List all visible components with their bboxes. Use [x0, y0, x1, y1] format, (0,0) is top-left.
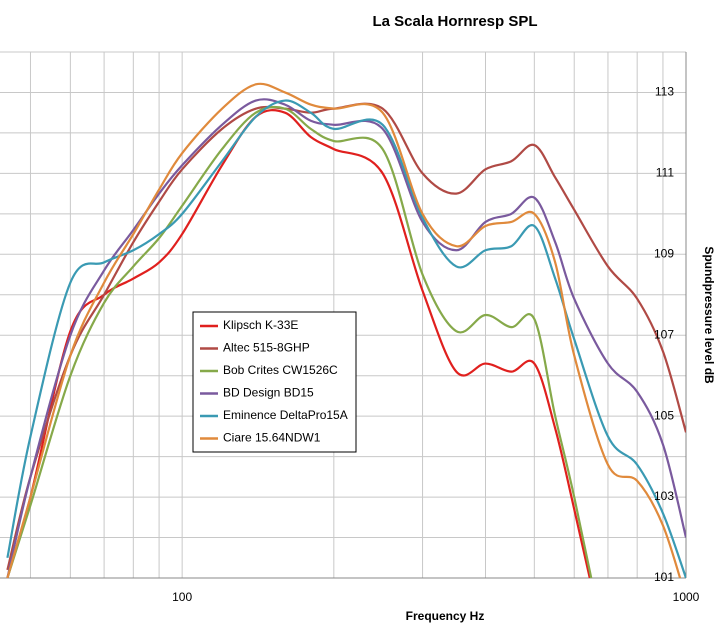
series-line: [6, 105, 593, 578]
legend-label: Bob Crites CW1526C: [223, 363, 338, 377]
y-tick-label: 103: [654, 489, 674, 503]
y-tick-label: 111: [656, 166, 675, 180]
y-tick-label: 105: [654, 408, 674, 422]
legend-box: [192, 311, 357, 453]
legend-label: Altec 515-8GHP: [223, 341, 310, 355]
y-tick-label: 113: [655, 85, 674, 99]
x-tick-label: 100: [172, 590, 192, 604]
legend-label: BD Design BD15: [223, 386, 314, 400]
lines: [6, 82, 686, 578]
y-axis-label: Spundpressure level dB: [702, 246, 716, 384]
series-line: [6, 98, 686, 578]
legend: Klipsch K-33E Altec 515-8GHP Bob Crites CW…: [200, 318, 348, 445]
legend-label: Klipsch K-33E: [223, 318, 298, 332]
series-line: [6, 82, 682, 578]
legend-label: Eminence DeltaPro15A: [223, 408, 348, 422]
legend-label: Ciare 15.64NDW1: [223, 431, 321, 445]
x-tick-label: 1000: [673, 590, 700, 604]
x-axis-label: Frequency Hz: [406, 609, 485, 623]
y-tick-label: 109: [654, 246, 674, 260]
chart-title: La Scala Hornresp SPL: [372, 13, 537, 30]
y-tick-label: 101: [654, 570, 674, 584]
y-tick-label: 107: [654, 327, 674, 341]
series-line: [6, 99, 686, 578]
